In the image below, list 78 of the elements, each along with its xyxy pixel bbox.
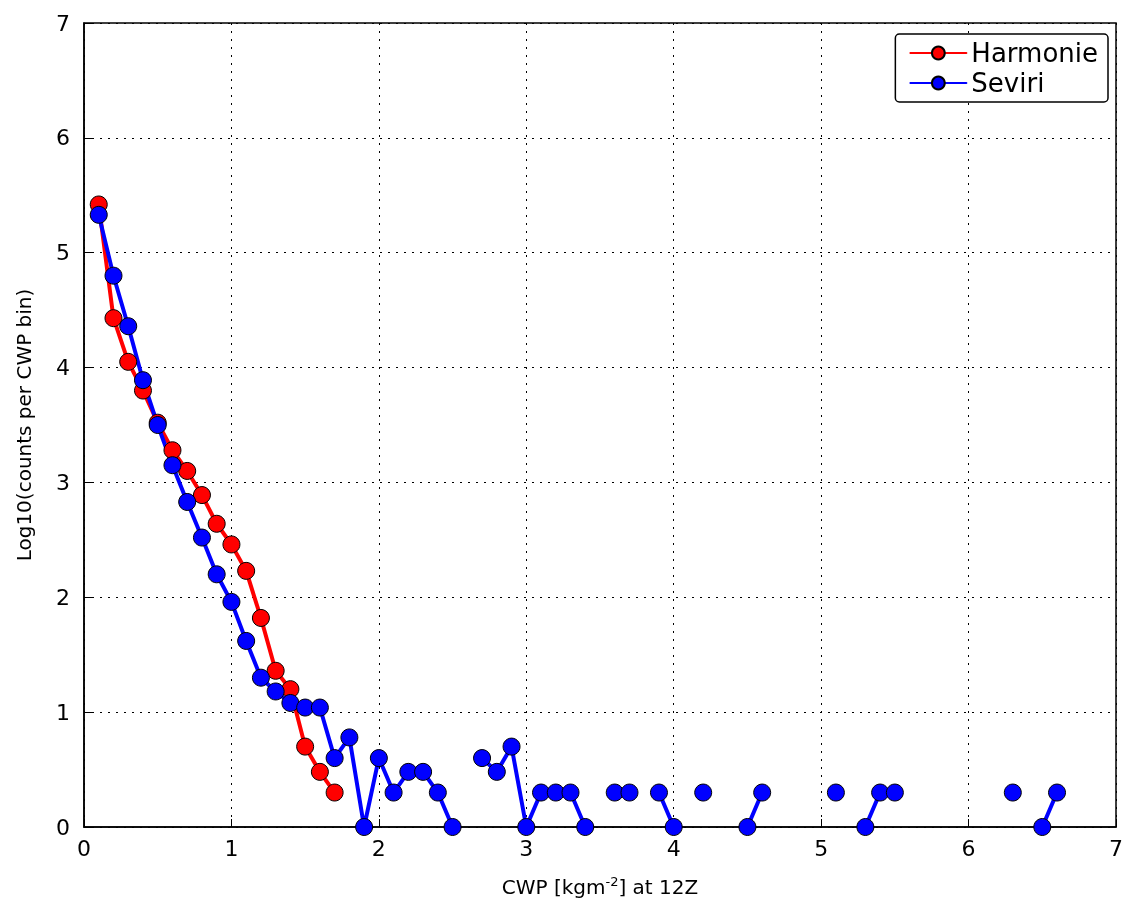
point bbox=[251, 668, 270, 687]
point bbox=[207, 514, 226, 533]
point bbox=[443, 818, 462, 836]
point bbox=[620, 783, 639, 802]
y-tick-label: 2 bbox=[56, 584, 70, 610]
point bbox=[428, 783, 447, 802]
point bbox=[310, 762, 329, 781]
point bbox=[399, 762, 418, 781]
point bbox=[384, 783, 403, 802]
point bbox=[133, 371, 152, 390]
point bbox=[296, 737, 315, 756]
point bbox=[576, 818, 595, 836]
point bbox=[119, 352, 138, 371]
y-tick-label: 1 bbox=[56, 699, 70, 725]
point bbox=[664, 818, 683, 836]
y-tick-label: 3 bbox=[56, 469, 70, 495]
x-tick-label: 0 bbox=[77, 835, 91, 861]
point bbox=[487, 762, 506, 781]
point bbox=[266, 661, 285, 680]
point bbox=[502, 737, 521, 756]
point bbox=[163, 456, 182, 475]
point bbox=[266, 682, 285, 701]
point bbox=[1048, 783, 1067, 802]
y-tick-label: 5 bbox=[56, 240, 70, 266]
point bbox=[871, 783, 890, 802]
point bbox=[310, 698, 329, 717]
point bbox=[694, 783, 713, 802]
point bbox=[1003, 783, 1022, 802]
point bbox=[325, 783, 344, 802]
point bbox=[104, 309, 123, 328]
y-axis-title: Log10(counts per CWP bin) bbox=[12, 288, 36, 562]
point bbox=[649, 783, 668, 802]
y-tick-label: 0 bbox=[56, 814, 70, 840]
point bbox=[207, 565, 226, 584]
legend-label: Seviri bbox=[971, 68, 1045, 98]
point bbox=[517, 818, 536, 836]
y-tick-label: 6 bbox=[56, 125, 70, 151]
x-tick-label: 4 bbox=[666, 835, 681, 861]
point bbox=[885, 783, 904, 802]
x-tick-label: 1 bbox=[224, 835, 239, 861]
point bbox=[738, 818, 757, 836]
point bbox=[561, 783, 580, 802]
point bbox=[251, 608, 270, 627]
y-tick-label: 7 bbox=[56, 10, 70, 36]
point bbox=[178, 492, 197, 511]
point bbox=[104, 266, 123, 285]
point bbox=[546, 783, 565, 802]
x-tick-label: 2 bbox=[371, 835, 386, 861]
y-tick-label: 4 bbox=[56, 355, 70, 381]
point bbox=[192, 486, 211, 505]
point bbox=[355, 818, 374, 836]
point bbox=[369, 749, 388, 768]
point bbox=[222, 592, 241, 611]
point bbox=[826, 783, 845, 802]
point bbox=[1033, 818, 1052, 836]
point bbox=[281, 693, 300, 712]
point bbox=[856, 818, 875, 836]
point bbox=[340, 728, 359, 747]
point bbox=[119, 317, 138, 336]
legend-label: Harmonie bbox=[971, 38, 1099, 68]
point bbox=[163, 441, 182, 460]
point bbox=[237, 631, 256, 650]
point bbox=[532, 783, 551, 802]
point bbox=[296, 698, 315, 717]
point bbox=[237, 561, 256, 580]
point bbox=[192, 528, 211, 547]
point bbox=[89, 205, 108, 224]
x-tick-label: 3 bbox=[519, 835, 534, 861]
point bbox=[414, 762, 433, 781]
point bbox=[753, 783, 772, 802]
point bbox=[605, 783, 624, 802]
point bbox=[473, 749, 492, 768]
x-tick-label: 5 bbox=[814, 835, 829, 861]
x-tick-label: 6 bbox=[961, 835, 976, 861]
x-tick-label: 7 bbox=[1109, 835, 1123, 861]
point bbox=[325, 749, 344, 768]
point bbox=[178, 461, 197, 480]
point bbox=[222, 535, 241, 554]
